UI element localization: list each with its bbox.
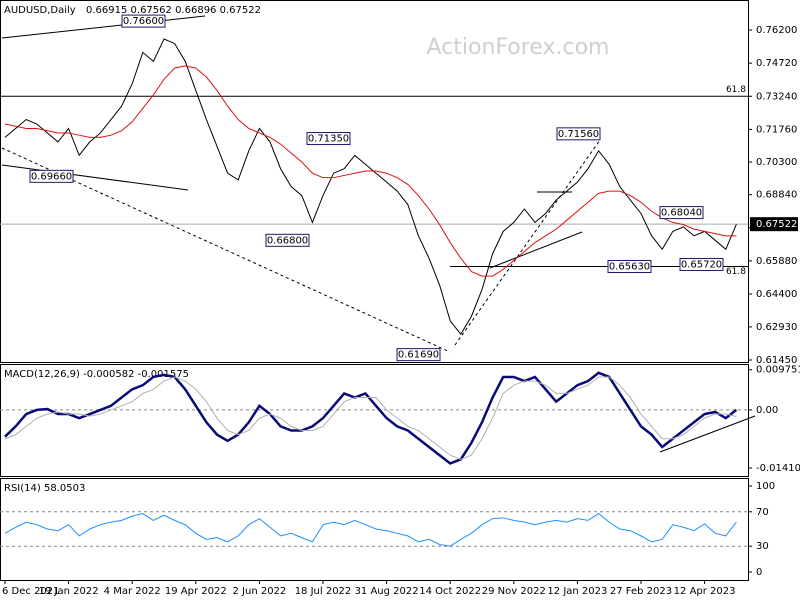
annotation-label: 0.71560 bbox=[558, 129, 599, 140]
y-tick-label: 0.74720 bbox=[756, 58, 797, 69]
annotation-box bbox=[396, 348, 441, 362]
chart-subtitle: 0.66915 0.67562 0.66896 0.67522 bbox=[86, 5, 261, 16]
annotation-label: 0.61690 bbox=[398, 350, 439, 361]
trendline bbox=[1, 147, 451, 353]
trendline bbox=[1, 15, 206, 39]
level-label: 61.8 bbox=[726, 85, 746, 95]
x-tick-label: 19 Apr 2022 bbox=[165, 586, 227, 597]
annotation-box bbox=[265, 233, 310, 247]
annotation-label: 0.71350 bbox=[308, 134, 349, 145]
titles: AUDUSD,Daily 0.66915 0.67562 0.66896 0.6… bbox=[4, 5, 261, 494]
y-tick-label: 70 bbox=[756, 507, 769, 518]
x-tick-label: 6 Dec 2021 bbox=[2, 586, 60, 597]
last-price-box bbox=[750, 217, 798, 232]
series-line bbox=[4, 371, 738, 465]
series-line bbox=[4, 38, 737, 336]
y-tick-label: 0.00 bbox=[756, 405, 778, 416]
series-line bbox=[4, 65, 737, 277]
x-tick-label: 19 Jan 2022 bbox=[39, 586, 99, 597]
trendline bbox=[489, 231, 583, 269]
x-tick-label: 4 Mar 2022 bbox=[104, 586, 161, 597]
x-tick-label: 18 Jul 2022 bbox=[295, 586, 352, 597]
trendline bbox=[659, 415, 756, 453]
level-label: 61.8 bbox=[726, 267, 746, 277]
y-tick-label: 0 bbox=[756, 567, 762, 578]
annotation-box bbox=[306, 132, 351, 146]
chart-title: AUDUSD,Daily bbox=[4, 5, 76, 16]
x-tick-label: 29 Nov 2022 bbox=[482, 586, 546, 597]
x-tick-label: 12 Apr 2023 bbox=[674, 586, 736, 597]
y-tick-label: 0.61450 bbox=[756, 355, 797, 366]
annotation-box bbox=[121, 14, 166, 28]
y-tick-label: 0.70300 bbox=[756, 157, 797, 168]
y-tick-label: 0.71760 bbox=[756, 124, 797, 135]
y-tick-label: -0.014107 bbox=[756, 463, 800, 474]
series-line bbox=[4, 512, 737, 547]
rsi-panel bbox=[0, 478, 749, 581]
macd-title: MACD(12,26,9) -0.000582 -0.001575 bbox=[4, 369, 189, 380]
y-tick-label: 0.65880 bbox=[756, 256, 797, 267]
annotation-label: 0.68040 bbox=[661, 208, 702, 219]
watermark: ActionForex.com bbox=[427, 35, 610, 60]
y-tick-label: 0.73240 bbox=[756, 91, 797, 102]
annotation-label: 0.65630 bbox=[609, 261, 650, 272]
annotation-label: 0.69660 bbox=[31, 171, 72, 182]
y-tick-label: 0.76200 bbox=[756, 25, 797, 36]
y-tick-label: 0.62930 bbox=[756, 322, 797, 333]
annotation-box bbox=[556, 127, 601, 141]
annotation-box bbox=[679, 257, 724, 271]
y-tick-label: 0.009751 bbox=[756, 365, 800, 376]
annotation-box bbox=[29, 169, 74, 183]
trendlines bbox=[1, 15, 756, 453]
macd-panel bbox=[0, 364, 749, 477]
annotation-label: 0.66800 bbox=[267, 235, 308, 246]
x-tick-label: 31 Aug 2022 bbox=[355, 586, 419, 597]
series-line bbox=[4, 376, 737, 460]
y-tick-label: 100 bbox=[756, 481, 775, 492]
x-tick-label: 2 Jun 2022 bbox=[233, 586, 287, 597]
y-tick-label: 30 bbox=[756, 541, 769, 552]
last-price-label: 0.67522 bbox=[756, 219, 797, 230]
rsi-title: RSI(14) 58.0503 bbox=[4, 483, 85, 494]
x-tick-label: 27 Feb 2023 bbox=[610, 586, 672, 597]
annotation-box bbox=[607, 259, 652, 273]
y-tick-label: 0.68840 bbox=[756, 190, 797, 201]
x-tick-label: 14 Oct 2022 bbox=[419, 586, 481, 597]
annotation-label: 0.76600 bbox=[123, 16, 164, 27]
price-panel bbox=[0, 0, 749, 363]
y-tick-label: 0.64400 bbox=[756, 289, 797, 300]
x-tick-label: 12 Jan 2023 bbox=[547, 586, 607, 597]
annotation-label: 0.65720 bbox=[681, 259, 722, 270]
annotation-box bbox=[659, 206, 704, 220]
trendline bbox=[1, 164, 189, 191]
